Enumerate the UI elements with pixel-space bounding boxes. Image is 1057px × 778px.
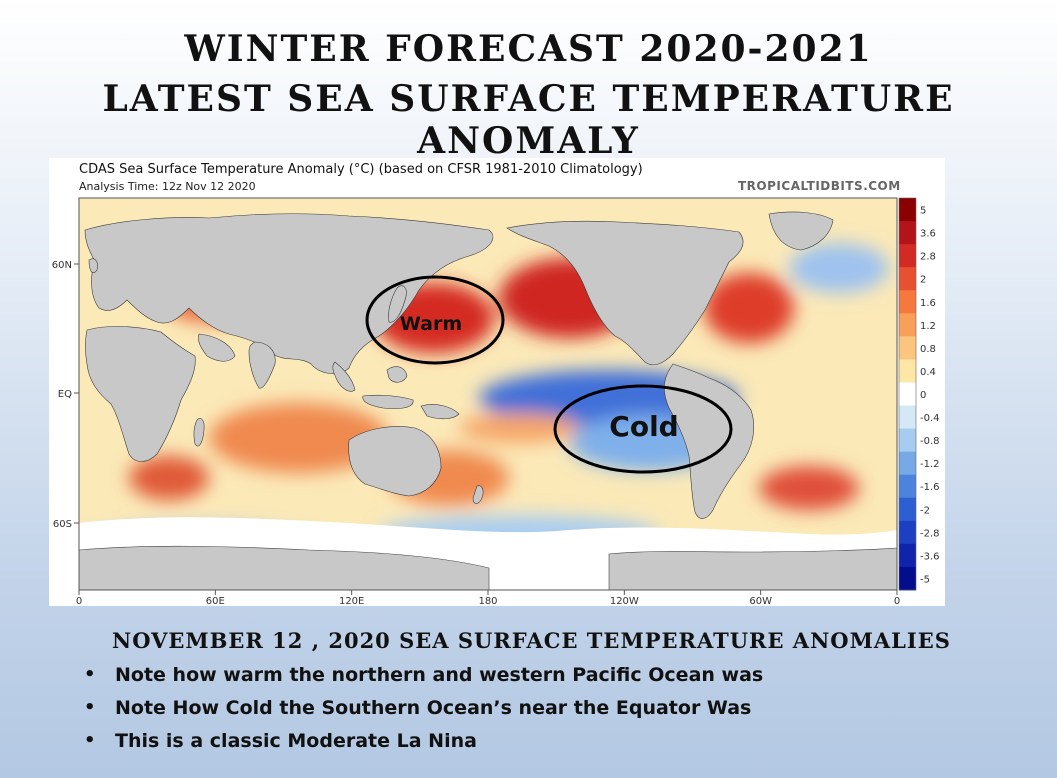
colorbar-swatch — [899, 451, 916, 476]
lon-tick-label: 0 — [894, 596, 900, 606]
lon-tick-label: 60W — [749, 596, 772, 606]
colorbar-swatch — [899, 313, 916, 337]
bullet-item: • This is a classic Moderate La Nina — [82, 726, 763, 759]
bullet-text: This is a classic Moderate La Nina — [115, 730, 477, 752]
colorbar-swatch — [899, 267, 916, 291]
latitude-axis: 60N EQ 60S — [52, 260, 79, 530]
colorbar-label: -2 — [920, 505, 930, 516]
colorbar-swatch — [899, 359, 916, 383]
colorbar-label: -5 — [920, 574, 930, 585]
colorbar-label: 0.8 — [920, 344, 936, 355]
map-plot-area — [79, 198, 897, 590]
lat-tick-label: 60S — [53, 519, 72, 530]
bullet-item: • Note how warm the northern and western … — [82, 660, 763, 693]
colorbar-swatch — [899, 290, 916, 314]
bullet-list: • Note how warm the northern and western … — [82, 660, 763, 759]
colorbar-label: -1.2 — [920, 459, 940, 470]
colorbar-label: -1.6 — [920, 482, 940, 493]
lat-tick-label: EQ — [58, 389, 72, 400]
bullet-dot-icon: • — [84, 730, 96, 751]
colorbar-swatch — [899, 336, 916, 360]
colorbar-swatch — [899, 198, 916, 222]
land-masses — [84, 211, 834, 519]
colorbar-label: -2.8 — [920, 528, 940, 539]
colorbar-swatch — [899, 566, 916, 591]
colorbar-label: -0.4 — [920, 413, 940, 424]
colorbar-label: 0.4 — [920, 367, 936, 378]
colorbar-label: 2 — [920, 275, 926, 286]
bullet-dot-icon: • — [84, 697, 96, 718]
cold-region-ellipse — [553, 384, 733, 474]
colorbar-label: 1.2 — [920, 321, 936, 332]
colorbar-label: 3.6 — [920, 229, 936, 240]
colorbar-swatch — [899, 405, 916, 430]
bullet-item: • Note How Cold the Southern Ocean’s near… — [82, 693, 763, 726]
cold-label: Cold — [609, 410, 678, 443]
longitude-axis: 0 60E 120E 180 120W 60W 0 — [76, 590, 900, 606]
colorbar-swatch — [899, 543, 916, 568]
lon-tick-label: 180 — [478, 596, 497, 606]
colorbar-label: 2.8 — [920, 252, 936, 263]
lon-tick-label: 120E — [339, 596, 364, 606]
lon-tick-label: 120W — [610, 596, 639, 606]
warm-region-ellipse — [365, 275, 505, 365]
colorbar: 5 3.6 2.8 2 1.6 1.2 0.8 0.4 0 -0.4 -0.8 -1.2 -1.6 -2 -… — [898, 197, 940, 591]
colorbar-swatch — [899, 474, 916, 499]
analysis-time: Analysis Time: 12z Nov 12 2020 — [79, 180, 256, 193]
map-graphic: Warm Cold 60N EQ 60S 0 60E 120E 180 120W 60W 0 5… — [52, 197, 940, 606]
colorbar-swatch — [899, 428, 916, 453]
colorbar-label: 0 — [920, 390, 926, 401]
lat-tick-label: 60N — [52, 260, 72, 271]
colorbar-swatch — [899, 244, 916, 268]
map-title: CDAS Sea Surface Temperature Anomaly (°C… — [79, 162, 643, 177]
map-credit: TROPICALTIDBITS.COM — [738, 179, 901, 193]
bullet-dot-icon: • — [84, 664, 96, 685]
colorbar-label: -0.8 — [920, 436, 940, 447]
colorbar-label: -3.6 — [920, 551, 940, 562]
colorbar-label: 1.6 — [920, 298, 936, 309]
colorbar-swatch — [899, 497, 916, 522]
bullet-text: Note how warm the northern and western P… — [115, 664, 764, 686]
warm-label: Warm — [400, 313, 462, 335]
bullet-text: Note How Cold the Southern Ocean’s near … — [115, 697, 752, 719]
colorbar-label: 5 — [920, 206, 926, 217]
colorbar-swatch — [899, 520, 916, 545]
colorbar-swatch — [899, 221, 916, 245]
lon-tick-label: 60E — [206, 596, 225, 606]
slide-title-line-1: WINTER FORECAST 2020-2021 — [184, 28, 873, 70]
slide-subheading: NOVEMBER 12 , 2020 SEA SURFACE TEMPERATU… — [112, 628, 951, 653]
lon-tick-label: 0 — [76, 596, 82, 606]
sst-anomaly-map: Warm Cold 60N EQ 60S 0 60E 120E 180 120W 60W 0 5… — [49, 158, 945, 606]
slide-title-line-2: LATEST SEA SURFACE TEMPERATURE ANOMALY — [102, 78, 955, 162]
colorbar-frame — [898, 197, 917, 591]
colorbar-swatch — [899, 382, 916, 407]
